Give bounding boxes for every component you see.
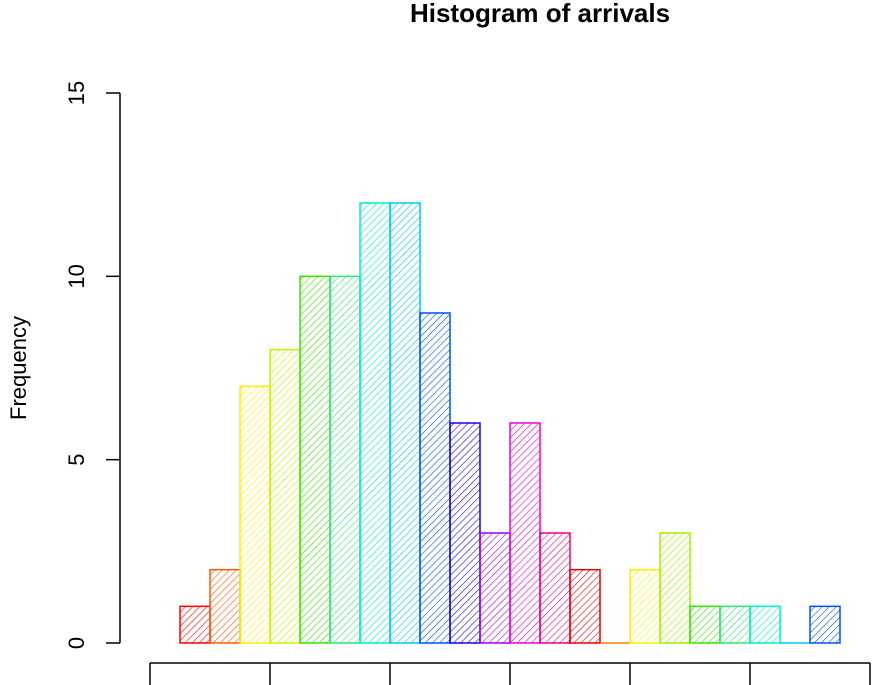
histogram-bar	[809, 605, 841, 644]
histogram-bar	[419, 312, 451, 644]
histogram-bar	[509, 422, 541, 644]
histogram-bar	[629, 568, 661, 644]
histogram-bar	[299, 275, 331, 644]
histogram-bar	[209, 568, 241, 644]
histogram-bar	[449, 422, 481, 644]
histogram-bar	[749, 605, 781, 644]
x-axis	[149, 662, 871, 685]
histogram-bar	[359, 202, 391, 644]
bars-layer	[179, 202, 841, 644]
histogram-bar	[179, 605, 211, 644]
histogram-bar	[569, 568, 601, 644]
y-axis-label: Frequency	[6, 316, 31, 420]
histogram-bar	[269, 348, 301, 644]
y-tick-label: 15	[64, 81, 89, 105]
histogram-bar	[659, 532, 691, 644]
histogram-bar	[329, 275, 361, 644]
histogram-bar	[479, 532, 511, 644]
chart-title: Histogram of arrivals	[410, 0, 670, 28]
y-tick-label: 10	[64, 264, 89, 288]
y-axis: 0 5 10 15	[64, 81, 121, 649]
histogram-bar	[719, 605, 751, 644]
histogram-bar	[389, 202, 421, 644]
histogram-bar	[539, 532, 571, 644]
y-tick-label: 0	[64, 637, 89, 649]
histogram-bar	[239, 385, 271, 644]
histogram-bar	[689, 605, 721, 644]
y-tick-label: 5	[64, 454, 89, 466]
